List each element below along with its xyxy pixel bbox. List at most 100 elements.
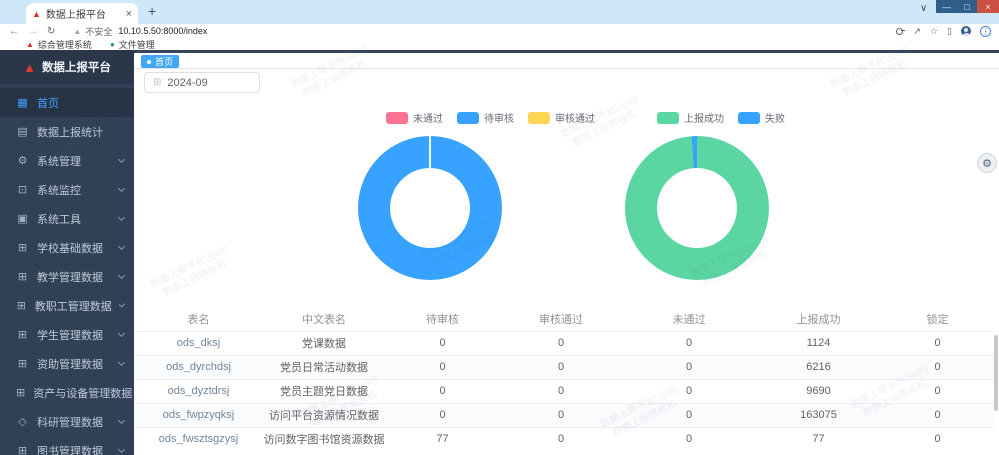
tab-title: 数据上报平台: [45, 10, 106, 21]
sidebar-item-teaching-data[interactable]: ⊞ 教学管理数据: [0, 262, 134, 291]
address-bar: ← → ↻ ▲ 不安全 10.10.5.50:8000/index: [0, 24, 999, 38]
upload-status-donut-chart[interactable]: [625, 136, 769, 280]
browser-menu-icon[interactable]: ⋮: [980, 25, 991, 37]
window-close-button[interactable]: ×: [977, 0, 999, 13]
tab-search-icon[interactable]: ∨: [920, 3, 928, 14]
sidebar-item-system-admin[interactable]: ⚙ 系统管理: [0, 146, 134, 175]
cell-table-name: ods_dyrchdsj: [134, 354, 263, 379]
active-tag-home[interactable]: 首页: [141, 55, 180, 68]
cell-success: 9690: [756, 378, 881, 403]
sidebar-item-home[interactable]: ▦ 首页: [0, 88, 134, 117]
cell-passed: 0: [500, 378, 622, 403]
sidebar-item-student-data[interactable]: ⊞ 学生管理数据: [0, 320, 134, 349]
site-security[interactable]: ▲ 不安全: [73, 25, 112, 38]
side-panel-icon[interactable]: ▯: [947, 25, 952, 36]
legend-swatch-pink: [386, 111, 408, 124]
grid-icon: ⊞: [17, 329, 28, 341]
cell-locked: 0: [881, 402, 994, 427]
sidebar-item-library-data[interactable]: ⊞ 图书管理数据: [0, 436, 134, 455]
table-icon: ▤: [17, 126, 28, 138]
sidebar-item-system-monitor[interactable]: ⊡ 系统监控: [0, 175, 134, 204]
cell-locked: 0: [881, 354, 994, 379]
cell-not-passed: 0: [622, 378, 756, 403]
cell-not-passed: 0: [622, 426, 756, 451]
bookmark-item[interactable]: ● 文件管理: [110, 38, 155, 51]
password-key-icon[interactable]: [896, 27, 906, 35]
bookmark-icon: ▲: [26, 39, 34, 49]
chevron-down-icon: [117, 155, 126, 163]
audit-status-donut-chart[interactable]: [358, 136, 502, 280]
cell-table-name: ods_dksj: [134, 330, 263, 355]
warning-icon: ▲: [73, 26, 82, 36]
sidebar-item-system-tools[interactable]: ▣ 系统工具: [0, 204, 134, 233]
grid-icon: ⊞: [17, 358, 28, 370]
share-icon[interactable]: ↗: [913, 25, 921, 36]
legend-item[interactable]: 未通过: [386, 110, 443, 125]
sidebar-item-staff-data[interactable]: ⊞ 教职工管理数据: [0, 291, 134, 320]
legend-item[interactable]: 待审核: [457, 110, 514, 125]
cell-chinese-name: 访问数字图书馆资源数据: [263, 426, 385, 451]
col-pending-review: 待审核: [426, 314, 459, 327]
chevron-down-icon: [117, 184, 126, 192]
legend-item[interactable]: 失败: [738, 110, 785, 125]
sidebar-item-label: 教学管理数据: [37, 271, 103, 284]
bookmark-label: 文件管理: [118, 39, 155, 50]
sidebar-item-report-stats[interactable]: ▤ 数据上报统计: [0, 117, 134, 146]
cell-passed: 0: [500, 426, 622, 451]
legend-swatch-green: [657, 111, 679, 124]
legend-label: 审核通过: [555, 114, 595, 125]
bookmark-item[interactable]: ▲ 综合管理系统: [26, 38, 92, 51]
tools-icon: ▣: [17, 213, 28, 225]
sidebar-menu: ▦ 首页 ▤ 数据上报统计 ⚙ 系统管理 ⊡ 系统监控 ▣ 系统工具 ⊞ 学校基…: [0, 84, 134, 455]
sidebar-item-asset-device-data[interactable]: ⊞ 资产与设备管理数据: [0, 378, 134, 407]
logo-icon: ▲: [23, 59, 36, 75]
url-text[interactable]: 10.10.5.50:8000/index: [118, 26, 208, 36]
profile-avatar[interactable]: [961, 26, 971, 36]
legend-swatch-blue: [738, 111, 760, 124]
sidebar-item-label: 教职工管理数据: [34, 300, 112, 313]
window-minimize-button[interactable]: —: [936, 0, 957, 13]
scrollbar-thumb[interactable]: [994, 335, 998, 411]
tab-close-icon[interactable]: ×: [125, 7, 132, 20]
tag-label: 首页: [155, 57, 174, 67]
month-input[interactable]: [167, 76, 248, 89]
settings-gear-button[interactable]: ⚙: [977, 153, 997, 173]
legend-label: 待审核: [484, 114, 514, 125]
cell-not-passed: 0: [622, 402, 756, 427]
sidebar-item-subsidy-data[interactable]: ⊞ 资助管理数据: [0, 349, 134, 378]
legend-label: 失败: [765, 114, 785, 125]
month-picker[interactable]: ⊞: [144, 72, 260, 93]
col-review-passed: 审核通过: [539, 314, 583, 327]
table-row: ods_dyrchdsj 党员日常活动数据 0 0 0 6216 0: [134, 354, 994, 379]
monitor-icon: ⊡: [17, 184, 28, 196]
cell-success: 1124: [756, 330, 881, 355]
back-icon[interactable]: ←: [9, 25, 19, 37]
browser-tab[interactable]: ▲ 数据上报平台 ×: [26, 3, 138, 24]
col-upload-success: 上报成功: [796, 314, 841, 327]
chevron-down-icon: [117, 242, 126, 250]
col-not-passed: 未通过: [672, 314, 706, 327]
cell-pending: 77: [385, 426, 500, 451]
sidebar-item-research-data[interactable]: ◇ 科研管理数据: [0, 407, 134, 436]
cell-pending: 0: [385, 354, 500, 379]
sidebar-item-label: 系统管理: [37, 155, 81, 168]
bookmark-star-icon[interactable]: ☆: [929, 25, 939, 36]
cell-locked: 0: [881, 378, 994, 403]
cell-success: 163075: [756, 402, 881, 427]
gear-icon: ⚙: [17, 155, 28, 167]
sidebar-item-school-base-data[interactable]: ⊞ 学校基础数据: [0, 233, 134, 262]
cell-passed: 0: [500, 354, 622, 379]
legend-swatch-blue: [457, 111, 479, 124]
legend-item[interactable]: 上报成功: [657, 110, 724, 125]
security-label: 不安全: [85, 26, 113, 37]
new-tab-button[interactable]: +: [148, 3, 157, 19]
col-chinese-name: 中文表名: [302, 314, 346, 327]
window-maximize-button[interactable]: □: [957, 0, 977, 13]
refresh-icon[interactable]: ↻: [47, 25, 56, 37]
bookmark-icon: ●: [109, 39, 115, 49]
cell-locked: 0: [881, 330, 994, 355]
table-header-row: 表名 中文表名 待审核 审核通过 未通过 上报成功 锁定: [134, 308, 994, 331]
legend-item[interactable]: 审核通过: [528, 110, 595, 125]
grid-icon: ⊞: [17, 271, 28, 283]
grid-icon: ⊞: [16, 300, 26, 312]
